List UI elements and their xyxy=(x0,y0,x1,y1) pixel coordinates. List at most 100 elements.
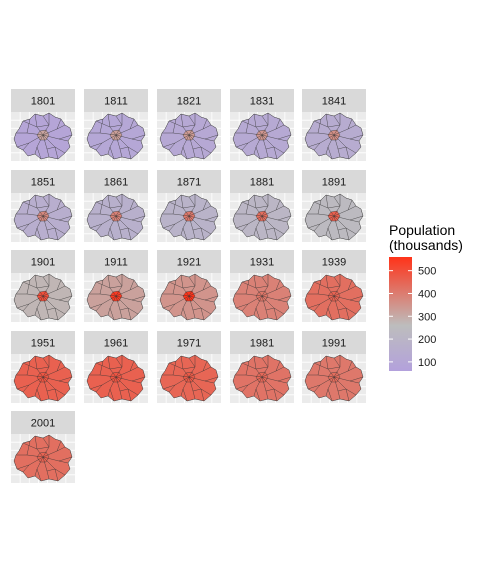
facet-panel-1881: 1881 xyxy=(230,170,294,242)
legend: Population (thousands) 100 200 300 400 500 xyxy=(389,222,463,371)
facet-panel-1991: 1991 xyxy=(302,331,366,403)
facet-strip xyxy=(157,331,221,354)
borough-boundaries xyxy=(16,274,73,321)
facet-strip xyxy=(11,331,75,354)
facet-label: 1871 xyxy=(177,177,201,189)
facet-label: 1931 xyxy=(250,257,274,269)
london-map xyxy=(304,273,364,321)
facet-strip xyxy=(302,170,366,193)
facet-panel-1951: 1951 xyxy=(11,331,75,403)
borough-boundaries xyxy=(16,113,73,160)
legend-ticks: 100 200 300 400 500 xyxy=(389,266,436,369)
legend-colorbar xyxy=(389,257,412,371)
facet-strip xyxy=(11,170,75,193)
facet-panel-1961: 1961 xyxy=(84,331,148,403)
facet-label: 1861 xyxy=(104,177,128,189)
legend-tick-label: 500 xyxy=(418,266,436,278)
facet-strip xyxy=(302,250,366,273)
borough-boundaries xyxy=(89,113,146,160)
london-map xyxy=(159,112,219,160)
borough-boundaries xyxy=(16,194,73,241)
borough-boundaries xyxy=(89,194,146,241)
london-map xyxy=(232,354,292,402)
legend-tick-label: 200 xyxy=(418,334,436,346)
london-map xyxy=(86,112,146,160)
facet-label: 1811 xyxy=(104,96,128,108)
facet-strip xyxy=(230,250,294,273)
legend-tick-label: 100 xyxy=(418,357,436,369)
facet-panel-1871: 1871 xyxy=(157,170,221,242)
borough-boundaries xyxy=(307,194,364,241)
facet-label: 1939 xyxy=(322,257,346,269)
facet-label: 1821 xyxy=(177,96,201,108)
facet-label: 1991 xyxy=(322,338,346,350)
facet-label: 1971 xyxy=(177,338,201,350)
facet-label: 1961 xyxy=(104,338,128,350)
facet-panel-1841: 1841 xyxy=(302,89,366,161)
facet-panel-1861: 1861 xyxy=(84,170,148,242)
london-map xyxy=(159,354,219,402)
borough-boundaries xyxy=(235,274,292,321)
facet-panel-1811: 1811 xyxy=(84,89,148,161)
legend-title-line2: (thousands) xyxy=(389,237,463,253)
borough-boundaries xyxy=(89,274,146,321)
facet-label: 1841 xyxy=(322,96,346,108)
facet-panels: 1801 1811 1821 1831 1841 1851 1861 1871 1881 1891… xyxy=(11,89,366,483)
london-map xyxy=(86,354,146,402)
london-map xyxy=(232,112,292,160)
facet-strip xyxy=(11,89,75,112)
legend-tick-label: 300 xyxy=(418,311,436,323)
facet-strip xyxy=(230,89,294,112)
facet-panel-1901: 1901 xyxy=(11,250,75,322)
facet-panel-2001: 2001 xyxy=(11,411,75,483)
facet-label: 1981 xyxy=(250,338,274,350)
facet-panel-1821: 1821 xyxy=(157,89,221,161)
facet-label: 1891 xyxy=(322,177,346,189)
facet-strip xyxy=(157,250,221,273)
facet-panel-1831: 1831 xyxy=(230,89,294,161)
london-map xyxy=(86,193,146,241)
facet-strip xyxy=(157,89,221,112)
london-map xyxy=(13,273,73,321)
london-map xyxy=(86,273,146,321)
facet-strip xyxy=(157,170,221,193)
london-map xyxy=(159,273,219,321)
borough-boundaries xyxy=(235,194,292,241)
facet-label: 1911 xyxy=(104,257,128,269)
facet-label: 1851 xyxy=(31,177,55,189)
london-map xyxy=(159,193,219,241)
london-map xyxy=(13,193,73,241)
borough-boundaries xyxy=(307,274,364,321)
borough-boundaries xyxy=(162,355,219,402)
facet-label: 1831 xyxy=(250,96,274,108)
facet-label: 1801 xyxy=(31,96,55,108)
borough-boundaries xyxy=(235,355,292,402)
facet-strip xyxy=(302,89,366,112)
london-map xyxy=(232,273,292,321)
london-map xyxy=(13,434,73,482)
borough-boundaries xyxy=(162,194,219,241)
borough-boundaries xyxy=(89,355,146,402)
borough-boundaries xyxy=(307,113,364,160)
borough-boundaries xyxy=(235,113,292,160)
facet-panel-1939: 1939 xyxy=(302,250,366,322)
legend-tick-label: 400 xyxy=(418,288,436,300)
london-map xyxy=(304,354,364,402)
facet-strip xyxy=(11,411,75,434)
facet-label: 1921 xyxy=(177,257,201,269)
facet-strip xyxy=(84,170,148,193)
london-map xyxy=(232,193,292,241)
facet-strip xyxy=(230,170,294,193)
facet-label: 1901 xyxy=(31,257,55,269)
london-map xyxy=(304,112,364,160)
facet-panel-1851: 1851 xyxy=(11,170,75,242)
borough-boundaries xyxy=(162,113,219,160)
facet-panel-1981: 1981 xyxy=(230,331,294,403)
facet-panel-1971: 1971 xyxy=(157,331,221,403)
london-map xyxy=(13,112,73,160)
borough-boundaries xyxy=(307,355,364,402)
facet-panel-1921: 1921 xyxy=(157,250,221,322)
facet-panel-1891: 1891 xyxy=(302,170,366,242)
facet-strip xyxy=(230,331,294,354)
